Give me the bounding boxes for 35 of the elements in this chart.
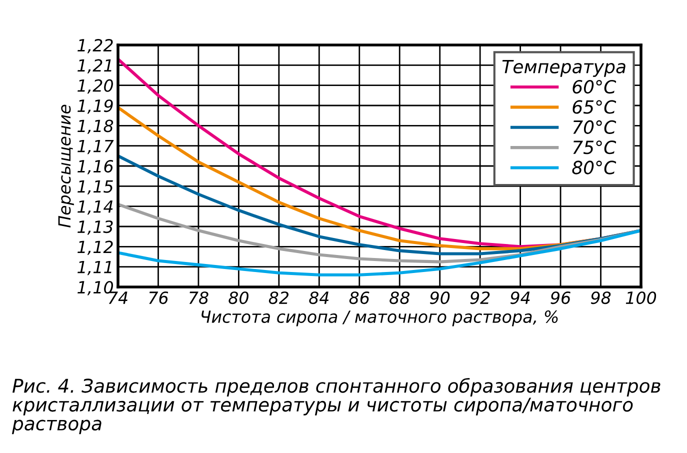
y-tick-label: 1,21	[78, 59, 112, 74]
y-tick-label: 1,16	[78, 160, 114, 174]
y-tick-label: 1,12	[78, 240, 113, 255]
text: Рис. 4. Зависимость пределов спонтанного образования центров кристаллизации от температуры и чистоты сиропа/маточного раствора	[12, 378, 660, 434]
x-tick-label: 92	[470, 291, 490, 304]
y-tick-label: 1,18	[78, 120, 114, 134]
y-tick-label: 1,22	[78, 38, 113, 54]
x-tick-label: 98	[590, 291, 611, 304]
x-tick-label: 84	[309, 291, 329, 304]
y-tick-label: 1,20	[78, 79, 113, 94]
legend-label: 75°C	[573, 140, 616, 154]
y-tick-label: 1,19	[78, 99, 113, 114]
x-tick-label: 82	[268, 291, 288, 304]
x-tick-label: 100	[626, 291, 656, 304]
legend-label: 60°C	[572, 80, 616, 94]
y-axis-title: Пересыщение	[58, 104, 74, 228]
y-tick-label: 1,14	[78, 200, 113, 215]
y-tick-label: 1,13	[78, 220, 113, 235]
x-tick-label: 76	[149, 291, 168, 304]
legend-label: 65°C	[572, 100, 616, 114]
x-tick-label: 80	[228, 291, 248, 304]
x-tick-label: 88	[390, 291, 410, 304]
legend-label: 70°C	[573, 120, 616, 134]
x-tick-label: 96	[550, 291, 570, 304]
x-tick-label: 94	[510, 291, 530, 304]
x-tick-label: 86	[349, 291, 370, 304]
x-tick-label: 90	[430, 291, 450, 304]
legend-label: 80°C	[572, 160, 616, 174]
y-tick-label: 1,17	[78, 140, 114, 154]
y-tick-label: 1,11	[78, 261, 112, 276]
legend-title: Температура	[502, 60, 626, 77]
line-series	[118, 229, 641, 276]
x-tick-label: 78	[189, 291, 208, 304]
x-axis-title: Чистота сиропа / маточного раствора, %	[202, 310, 558, 326]
y-tick-label: 1,15	[78, 180, 113, 194]
